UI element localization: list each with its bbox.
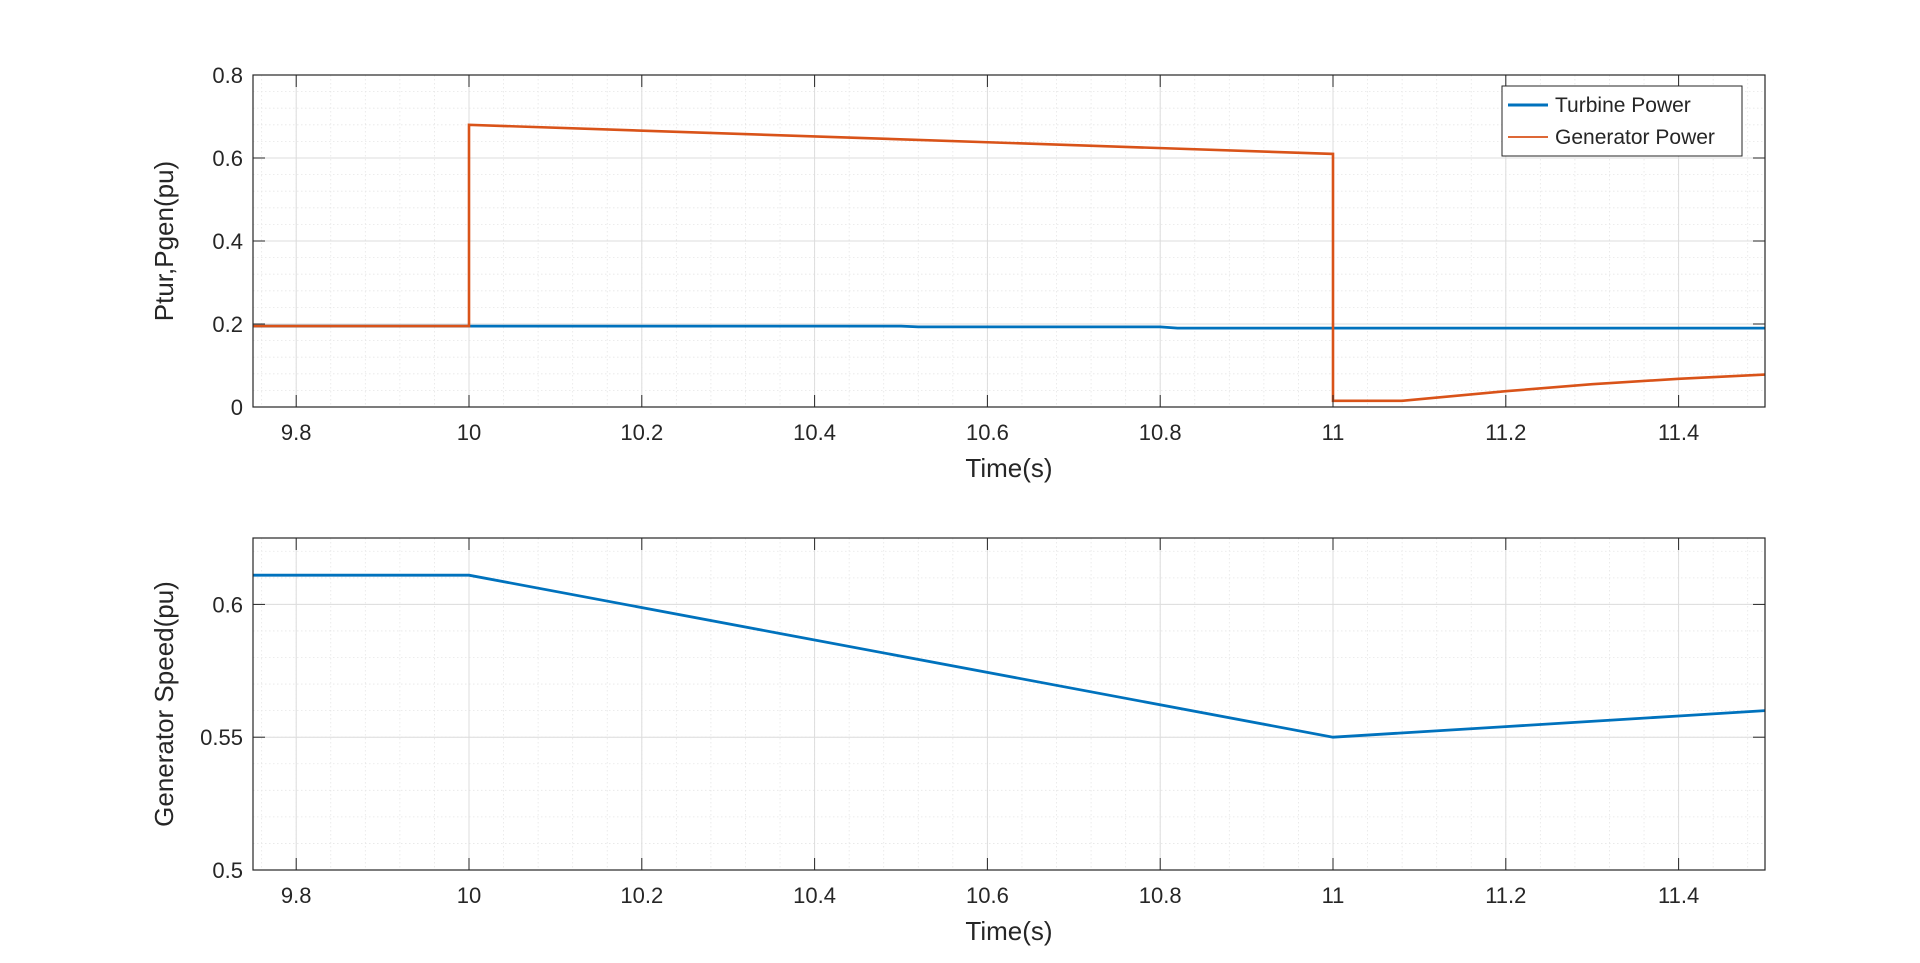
series-line-speed-0: [253, 573, 1766, 739]
power-tick-labels: 9.8 10 10.2 10.4 10.6 10.8 11 11.2 11.4 0 0.2 0.4 0.…: [212, 63, 1699, 445]
x-tick-label: 11.2: [1485, 420, 1526, 445]
x-tick-label: 9.8: [281, 883, 312, 908]
series-line-turbine-power: [253, 324, 1765, 330]
speed-tick-labels: 9.8 10 10.2 10.4 10.6 10.8 11 11.2 11.4 0.5 0.55 0.…: [200, 592, 1699, 908]
power-x-axis-label: Time(s): [965, 453, 1052, 483]
y-tick-label: 0.4: [212, 229, 243, 254]
x-tick-label: 11: [1322, 883, 1345, 908]
y-tick-label: 0.6: [212, 146, 243, 171]
legend-label-generator-power: Generator Power: [1555, 126, 1715, 149]
x-tick-label: 10.4: [793, 420, 836, 445]
y-tick-label: 0.5: [212, 858, 243, 883]
x-tick-label: 10.8: [1139, 420, 1182, 445]
x-tick-label: 9.8: [281, 420, 312, 445]
x-tick-label: 10.6: [966, 420, 1009, 445]
x-tick-label: 10: [457, 420, 481, 445]
speed-axes-box: [252, 537, 1766, 871]
y-tick-label: 0.8: [212, 63, 243, 88]
y-tick-label: 0.2: [212, 312, 243, 337]
power-legend: Turbine Power Generator Power: [1501, 85, 1743, 157]
x-tick-label: 11.4: [1658, 883, 1699, 908]
power-series-layer: [253, 123, 1766, 403]
speed-series-layer: [253, 573, 1766, 739]
speed-x-axis-label: Time(s): [965, 916, 1052, 946]
x-tick-label: 10: [457, 883, 481, 908]
power-ticks: [253, 74, 1765, 408]
power-axes: 9.8 10 10.2 10.4 10.6 10.8 11 11.2 11.4 0 0.2 0.4 0.…: [149, 63, 1766, 483]
legend-label-turbine-power: Turbine Power: [1555, 94, 1691, 117]
x-tick-label: 10.2: [620, 420, 663, 445]
x-tick-label: 11: [1322, 420, 1345, 445]
x-tick-label: 10.8: [1139, 883, 1182, 908]
speed-ticks: [253, 538, 1765, 871]
speed-axes: 9.8 10 10.2 10.4 10.6 10.8 11 11.2 11.4 0.5 0.55 0.…: [149, 537, 1766, 946]
y-tick-label: 0.6: [212, 592, 243, 617]
power-y-axis-label: Ptur,Pgen(pu): [149, 161, 179, 321]
x-tick-label: 10.6: [966, 883, 1009, 908]
y-tick-label: 0.55: [200, 725, 243, 750]
speed-y-axis-label: Generator Speed(pu): [149, 581, 179, 827]
series-line-generator-power: [253, 123, 1766, 403]
x-tick-label: 11.4: [1658, 420, 1699, 445]
legend-box: [1501, 85, 1743, 157]
x-tick-label: 10.2: [620, 883, 663, 908]
x-tick-label: 10.4: [793, 883, 836, 908]
x-tick-label: 11.2: [1485, 883, 1526, 908]
y-tick-label: 0: [231, 395, 243, 420]
